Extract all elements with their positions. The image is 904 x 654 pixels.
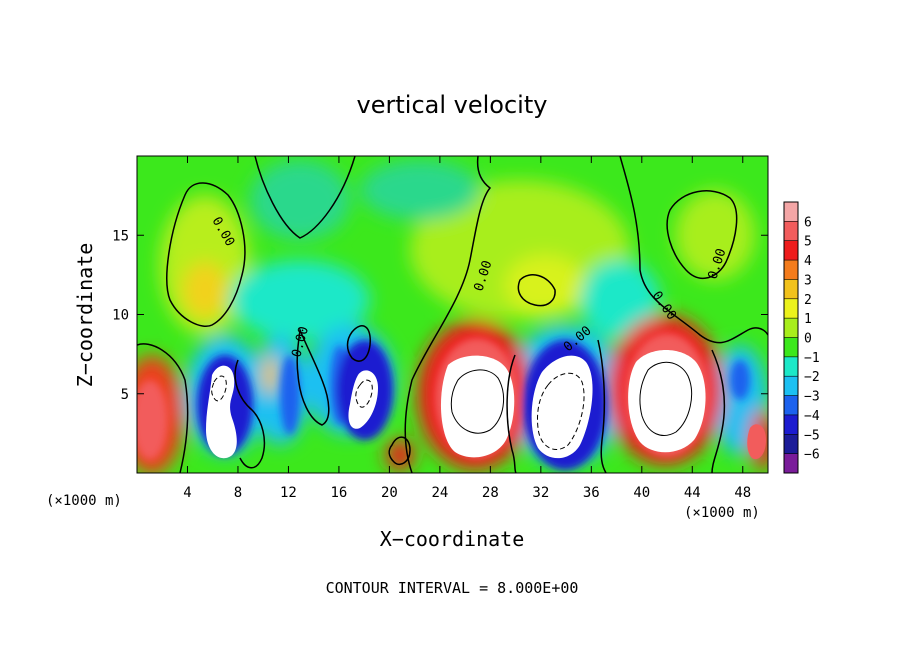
field-region (280, 355, 300, 435)
field-region (183, 262, 227, 318)
zero-contour (137, 343, 189, 473)
field-region (262, 355, 278, 395)
zero-contour (234, 359, 266, 469)
zero-contour (597, 339, 607, 473)
high-contour (450, 369, 505, 434)
field-core (206, 365, 237, 459)
low-contour (211, 375, 227, 402)
zero-contour (517, 274, 556, 307)
colorbar-label: −3 (804, 390, 820, 405)
colorbar-label: −1 (804, 351, 820, 366)
colorbar-label: 1 (804, 312, 812, 327)
x-tick-label: 32 (532, 485, 549, 501)
x-axis-label: X−coordinate (380, 527, 525, 551)
field-region (730, 360, 750, 400)
colorbar: 6 5 4 3 2 1 0 −1 −2 −3 −4 −5 −6 (783, 201, 820, 474)
x-tick-label: 20 (381, 485, 398, 501)
field-region (137, 380, 168, 460)
field-region (230, 260, 370, 340)
zero-contour (254, 156, 356, 239)
chart-title: vertical velocity (357, 91, 548, 119)
colorbar-swatch (784, 434, 798, 455)
plot-area: 0.00 0.00 0.00 0.00 0.00 0.00 (137, 156, 768, 473)
colorbar-swatch (784, 453, 798, 474)
colorbar-swatch (784, 202, 798, 222)
colorbar-swatch (784, 395, 798, 416)
field-region (505, 255, 585, 315)
colorbar-swatch (784, 337, 798, 358)
colorbar-swatch (784, 221, 798, 242)
colorbar-label: −4 (804, 409, 820, 424)
zero-contour (166, 182, 246, 327)
colorbar-label: 4 (804, 254, 812, 269)
colorbar-label: 5 (804, 235, 812, 250)
x-tick-label: 36 (583, 485, 600, 501)
x-tick-label: 4 (183, 485, 191, 501)
y-axis: 5 10 15 (112, 228, 768, 403)
colorbar-label: −5 (804, 428, 820, 443)
x-tick-label: 8 (234, 485, 242, 501)
low-contour (355, 379, 373, 408)
field-region (675, 190, 755, 280)
x-tick-label: 28 (482, 485, 499, 501)
colorbar-label: −2 (804, 370, 820, 385)
high-contour (639, 361, 693, 436)
colorbar-swatch (784, 318, 798, 338)
colorbar-label: −6 (804, 448, 820, 463)
field-core (747, 424, 766, 460)
colorbar-label: 3 (804, 273, 812, 288)
zero-contour (296, 327, 330, 426)
field-core (531, 355, 593, 459)
zero-contour (666, 190, 738, 280)
field-region (580, 260, 660, 340)
x-unit-right: (×1000 m) (684, 505, 760, 521)
colorbar-swatch (784, 376, 798, 397)
zero-contour (388, 436, 411, 466)
colorbar-swatch (784, 240, 798, 261)
x-tick-label: 48 (734, 485, 751, 501)
field-region (360, 160, 480, 220)
zero-contour (506, 354, 517, 473)
y-axis-label: Z−coordinate (73, 243, 97, 388)
x-tick-label: 44 (684, 485, 701, 501)
colorbar-swatch (784, 356, 798, 377)
y-tick-label: 5 (121, 387, 129, 403)
y-tick-label: 15 (112, 228, 129, 244)
low-contour (537, 372, 585, 450)
colorbar-swatch (784, 279, 798, 300)
contour-interval-note: CONTOUR INTERVAL = 8.000E+00 (326, 579, 579, 597)
zero-contour (711, 349, 726, 473)
field-core (440, 355, 515, 458)
zero-contour (619, 156, 768, 344)
colorbar-swatch (784, 414, 798, 435)
zero-contour (404, 156, 492, 473)
field-region (386, 439, 414, 471)
zero-contour (346, 325, 371, 362)
field-core (348, 370, 378, 429)
colorbar-label: 0 (804, 332, 812, 347)
x-unit-left: (×1000 m) (46, 493, 122, 509)
x-tick-label: 16 (330, 485, 347, 501)
field-region (250, 160, 350, 240)
colorbar-swatch (784, 260, 798, 280)
y-tick-label: 10 (112, 308, 129, 324)
x-axis: 4 8 12 16 20 24 28 32 36 40 44 48 (183, 156, 751, 501)
colorbar-label: 2 (804, 293, 812, 308)
x-tick-label: 12 (280, 485, 297, 501)
x-tick-label: 40 (633, 485, 650, 501)
colorbar-label: 6 (804, 215, 812, 230)
x-tick-label: 24 (431, 485, 448, 501)
colorbar-swatch (784, 298, 798, 319)
